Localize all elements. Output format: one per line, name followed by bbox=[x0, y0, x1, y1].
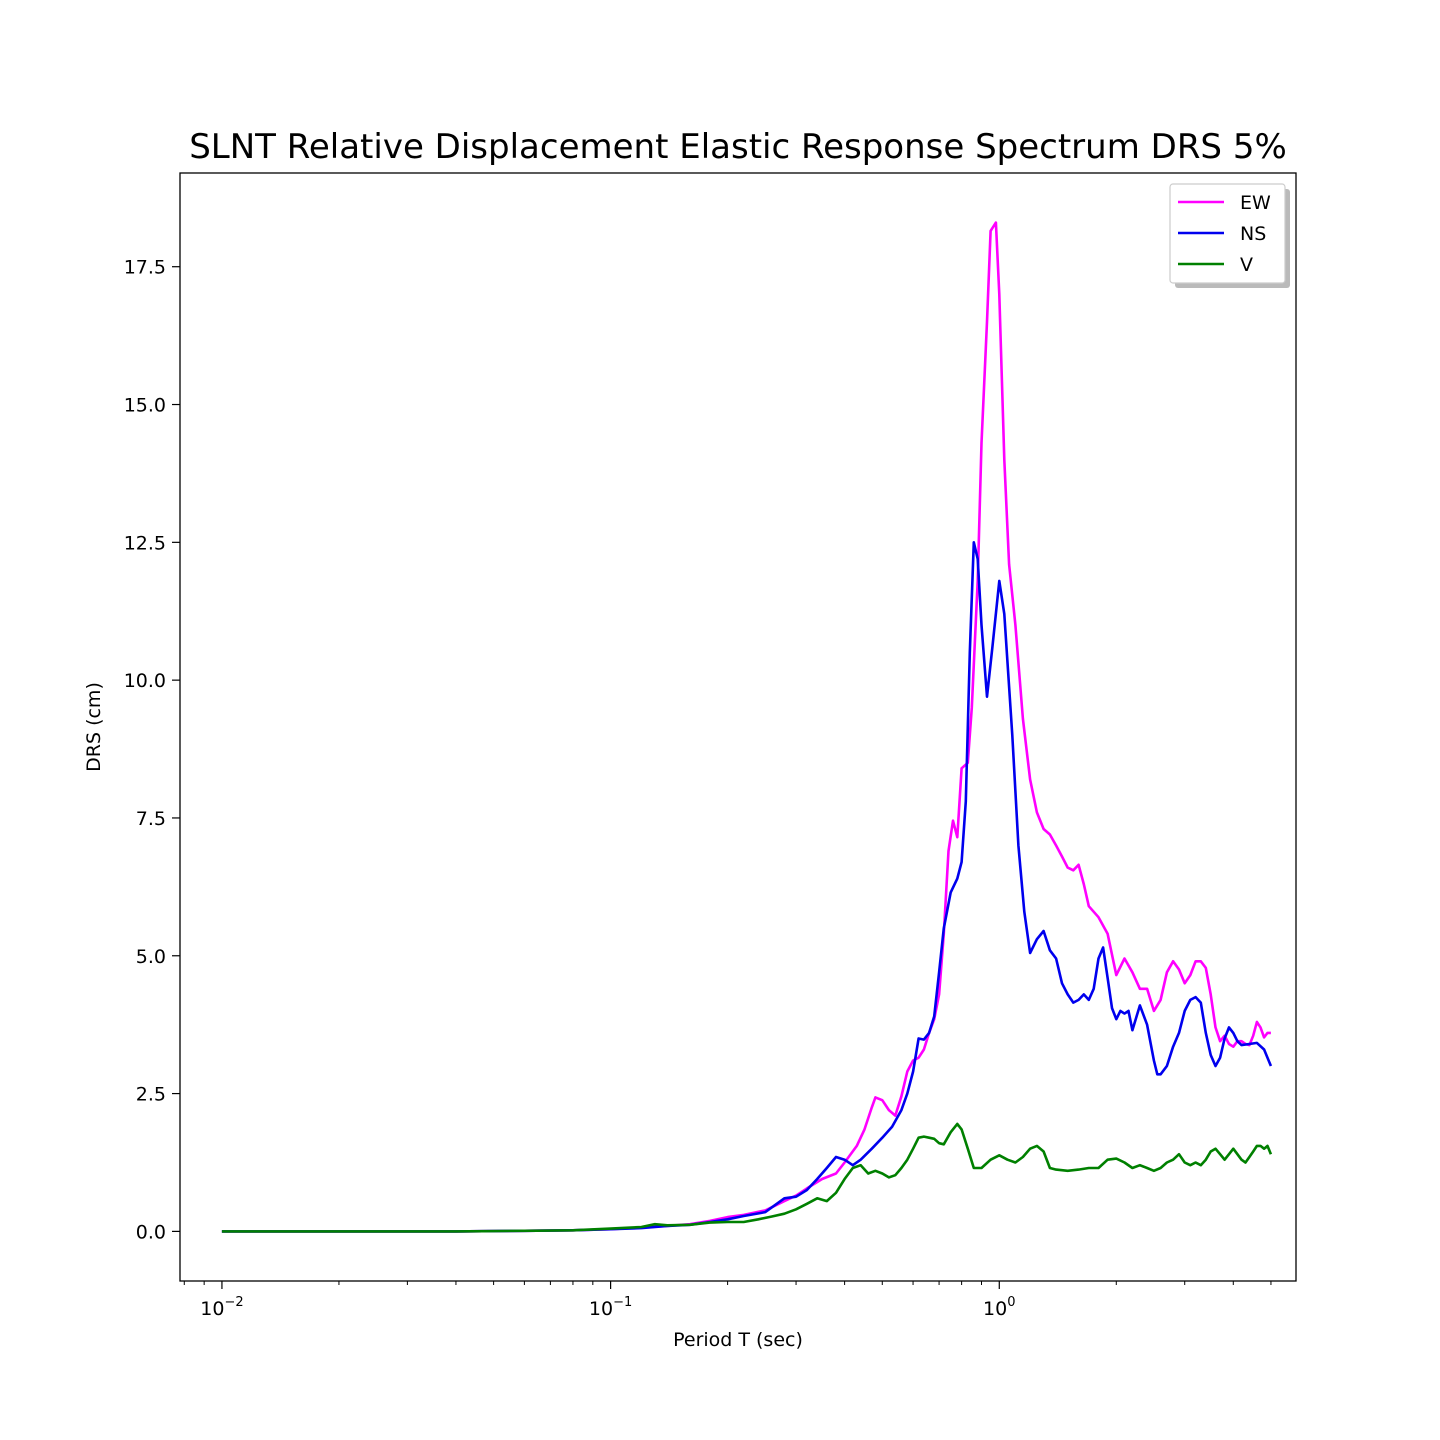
y-tick-label: 7.5 bbox=[136, 808, 166, 830]
legend: EW NS V bbox=[1169, 183, 1290, 288]
legend-label-ew: EW bbox=[1240, 192, 1271, 214]
y-tick-label: 5.0 bbox=[136, 946, 166, 968]
legend-label-v: V bbox=[1240, 254, 1253, 276]
x-axis-title: Period T (sec) bbox=[673, 1329, 803, 1351]
y-tick-label: 2.5 bbox=[136, 1084, 166, 1106]
x-tick-label: 100 bbox=[983, 1295, 1015, 1320]
plot-frame bbox=[179, 172, 1297, 1282]
x-tick-label: 10−1 bbox=[589, 1295, 632, 1320]
legend-label-ns: NS bbox=[1240, 223, 1266, 245]
series-line-ns bbox=[221, 541, 1273, 1233]
series-line-v bbox=[221, 1122, 1273, 1233]
chart-title: SLNT Relative Displacement Elastic Respo… bbox=[189, 127, 1287, 167]
y-axis-title: DRS (cm) bbox=[83, 682, 105, 772]
y-tick-label: 15.0 bbox=[124, 395, 166, 417]
y-tick-label: 12.5 bbox=[124, 532, 166, 554]
y-tick-label: 10.0 bbox=[124, 670, 166, 692]
y-tick-label: 0.0 bbox=[136, 1221, 166, 1243]
legend-box bbox=[1169, 183, 1286, 284]
series-line-ew bbox=[221, 221, 1271, 1233]
x-tick-label: 10−2 bbox=[200, 1295, 243, 1320]
y-tick-label: 17.5 bbox=[124, 257, 166, 279]
